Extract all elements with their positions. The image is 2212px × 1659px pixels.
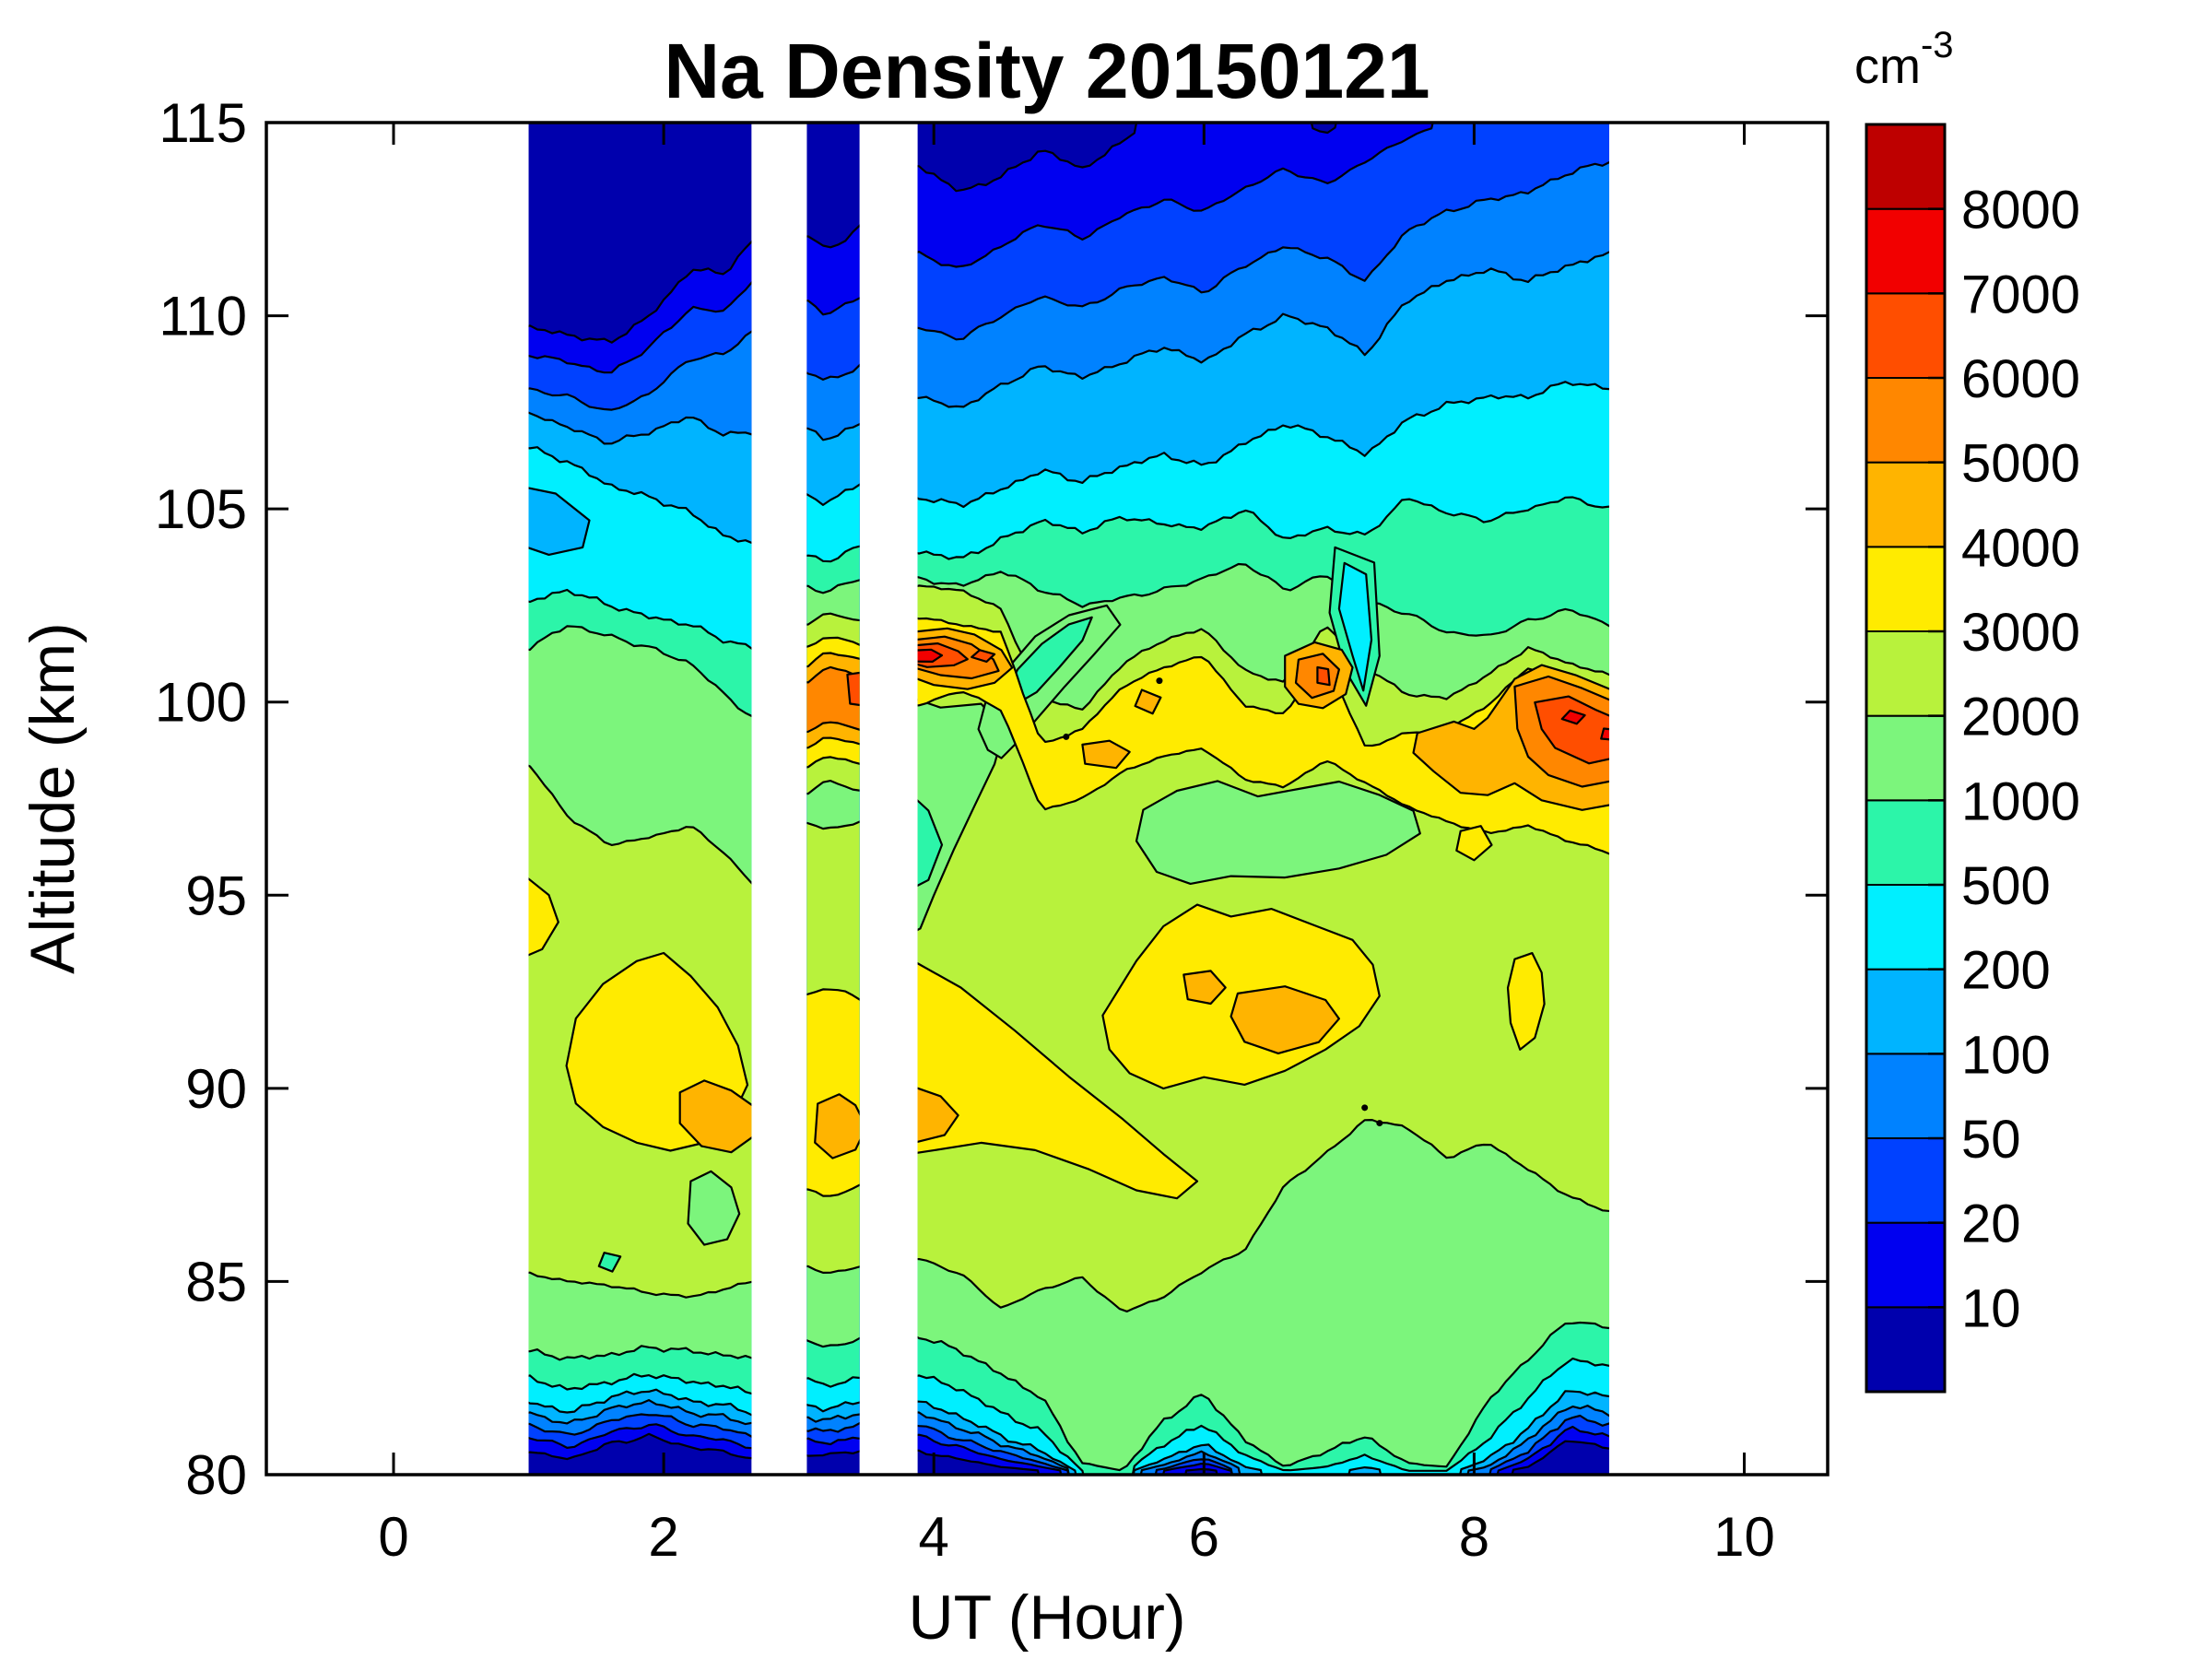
- colorbar-tick-label: 4000: [1961, 518, 2080, 578]
- colorbar-tick-label: 2000: [1961, 688, 2080, 747]
- contour-blob-1000: [1135, 780, 1421, 885]
- contour-blob-500: [917, 799, 944, 888]
- colorbar-tick-label: 8000: [1961, 181, 2080, 241]
- colorbar-tick-label: 100: [1961, 1025, 2051, 1085]
- colorbar-tick-label: 5000: [1961, 434, 2080, 494]
- contour-band-3000: [917, 617, 1609, 855]
- plot-title: Na Density 20150121: [664, 28, 1430, 114]
- y-tick-label: 85: [185, 1251, 247, 1312]
- colorbar-segment: [1865, 1306, 1946, 1394]
- contour-blob-4000: [1134, 688, 1162, 715]
- contour-blob-3000: [528, 877, 559, 957]
- contour-blob-3000: [917, 961, 1199, 1200]
- colorbar-unit-exponent: -3: [1921, 25, 1954, 65]
- contour-blob-200: [1337, 561, 1373, 692]
- colorbar-segment: [1865, 546, 1946, 632]
- colorbar-segment: [1865, 292, 1946, 380]
- contour-blob-3000: [1455, 825, 1493, 862]
- colorbar-segment: [1865, 714, 1946, 802]
- contour-blob-6000: [846, 671, 860, 707]
- contour-blob-4000: [1081, 739, 1131, 770]
- contour-blob-1000: [917, 699, 1006, 932]
- contour-blob-1000: [687, 1170, 741, 1246]
- contour-blob-4000: [917, 1087, 959, 1143]
- contour-blob-7000: [1600, 727, 1609, 741]
- contour-blob-6000: [1534, 695, 1609, 765]
- x-axis-label: UT (Hour): [909, 1583, 1186, 1653]
- colorbar-tick-label: 1000: [1961, 771, 2080, 831]
- contour-dot: [1361, 1104, 1369, 1112]
- x-tick-label: 10: [1713, 1506, 1775, 1568]
- contour-blob-3000: [1506, 952, 1546, 1051]
- y-tick-label: 80: [185, 1444, 247, 1506]
- colorbar-tick-label: 10: [1961, 1278, 2021, 1338]
- colorbar-tick-label: 500: [1961, 856, 2051, 916]
- colorbar-tick-label: 6000: [1961, 349, 2080, 409]
- data-segment-c: [917, 123, 1609, 1475]
- contour-blob-100: [528, 487, 591, 556]
- x-tick-label: 6: [1189, 1506, 1219, 1568]
- y-tick-label: 105: [155, 478, 247, 540]
- y-axis-label: Altitude (km): [18, 622, 88, 974]
- colorbar-unit-base: cm: [1854, 39, 1921, 94]
- text-labels: Na Density 20150121 UT (Hour) Altitude (…: [18, 25, 1954, 1653]
- colorbar-border: [1865, 123, 1947, 1394]
- colorbar-segment: [1865, 461, 1946, 548]
- data-segment-a: [528, 123, 752, 1475]
- contour-dot: [1063, 733, 1070, 740]
- colorbar-unit: cm-3: [1854, 25, 1954, 94]
- x-tick-label: 4: [919, 1506, 949, 1568]
- y-tick-label: 100: [155, 672, 247, 734]
- y-tick-label: 110: [159, 286, 247, 347]
- contour-blob-4000: [814, 1093, 860, 1159]
- data-segment-b: [806, 123, 860, 1475]
- x-tick-label: 2: [648, 1506, 678, 1568]
- y-tick-label: 115: [159, 92, 247, 154]
- colorbar-tick-label: 20: [1961, 1194, 2021, 1254]
- contour-blob-7000: [1560, 709, 1586, 725]
- colorbar-tick-label: 200: [1961, 941, 2051, 1001]
- colorbar-tick-label: 7000: [1961, 265, 2080, 324]
- colorbar-segment: [1865, 630, 1946, 717]
- y-tick-label: 90: [185, 1058, 247, 1120]
- contour-blob-6000: [1316, 665, 1331, 687]
- colorbar: 10 20 50 100 200 500 1000 2000 3000 4000 5000 6000 7…: [1865, 123, 2080, 1394]
- colorbar-tick-label: 50: [1961, 1110, 2021, 1170]
- colorbar-segment: [1865, 1221, 1946, 1309]
- axes: 0 2 4 6 8 10 80 85 90 95 100 105 110 115: [155, 92, 1830, 1568]
- colorbar-segment: [1865, 207, 1946, 295]
- contour-dot: [1376, 1120, 1383, 1127]
- contour-dot: [1156, 677, 1163, 685]
- colorbar-segment: [1865, 377, 1946, 464]
- contour-field: [528, 123, 1609, 1475]
- x-tick-label: 0: [378, 1506, 408, 1568]
- plot-border: [265, 121, 1830, 1477]
- colorbar-segment: [1865, 799, 1946, 886]
- contour-blob-4000: [1182, 970, 1227, 1006]
- contour-blob-500: [597, 1252, 622, 1273]
- colorbar-tick-label: 3000: [1961, 603, 2080, 663]
- axis-ticks: 0 2 4 6 8 10 80 85 90 95 100 105 110 115: [155, 92, 1828, 1568]
- contour-blob-6000: [971, 649, 996, 663]
- contour-blob-7000: [917, 648, 944, 663]
- colorbar-segment: [1865, 884, 1946, 971]
- colorbar-segment: [1865, 1053, 1946, 1140]
- colorbar-segment: [1865, 124, 1946, 210]
- contour-blob-4000: [678, 1079, 752, 1154]
- colorbar-segment: [1865, 1137, 1946, 1224]
- x-tick-label: 8: [1459, 1506, 1489, 1568]
- contour-blob-4000: [1230, 985, 1340, 1054]
- contour-band-5000: [806, 665, 860, 734]
- y-tick-label: 95: [185, 865, 247, 926]
- colorbar-segment: [1865, 968, 1946, 1055]
